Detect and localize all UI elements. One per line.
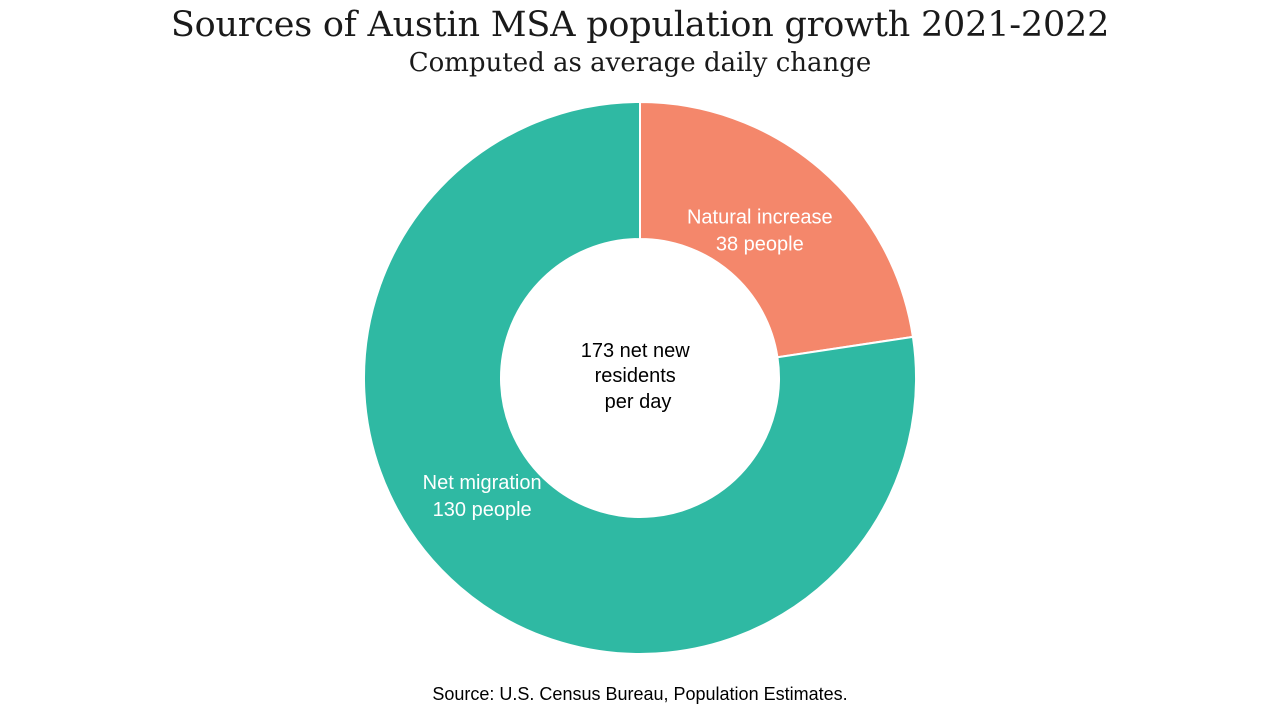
slice-label-value: 38 people — [716, 234, 804, 256]
slice-label-name: Net migration — [423, 472, 542, 494]
center-label-line: per day — [605, 391, 672, 413]
chart-title: Sources of Austin MSA population growth … — [170, 5, 1110, 45]
slice-label: Net migration 130 people — [423, 472, 542, 521]
slice-label-name: Natural increase — [687, 207, 833, 229]
slice-label: Natural increase 38 people — [687, 207, 833, 256]
chart-subtitle: Computed as average daily change — [408, 48, 872, 78]
center-label-line: 173 net new — [581, 340, 691, 362]
slice-label-value: 130 people — [433, 499, 532, 521]
source-note: Source: U.S. Census Bureau, Population E… — [432, 684, 848, 704]
center-label-line: residents — [595, 365, 676, 387]
donut-slice-natural-increase — [639, 100, 915, 359]
center-label: 173 net new residents per day — [581, 340, 696, 413]
donut-slice-net-migration — [363, 100, 917, 655]
